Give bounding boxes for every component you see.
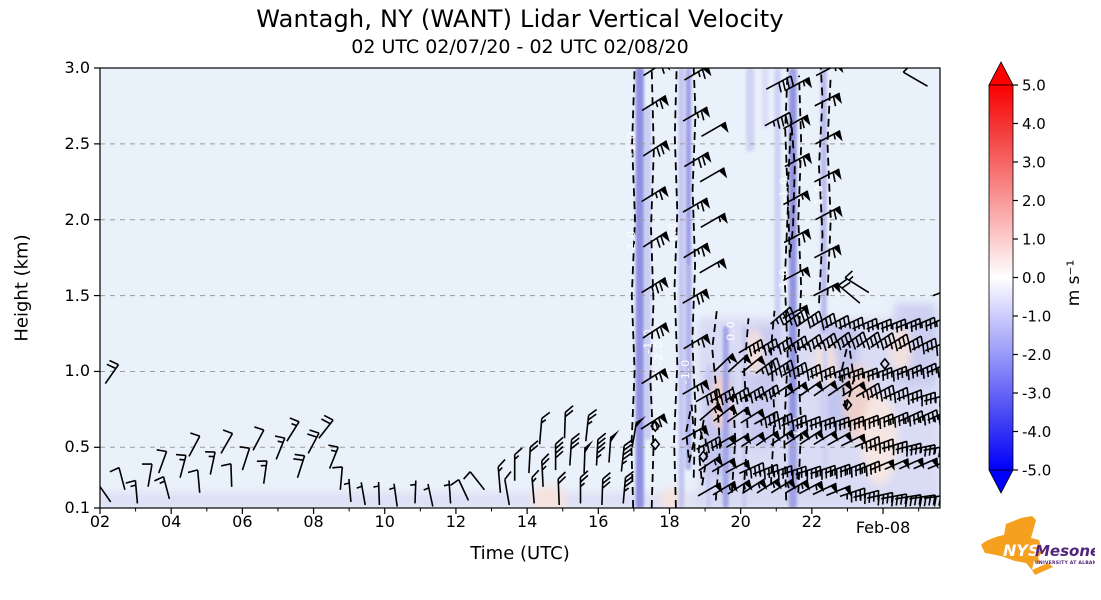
contour-label: -2.0 [625, 230, 638, 255]
logo-mesonet-text: Mesonet [1035, 542, 1095, 560]
colorbar-tick-label: 4.0 [1022, 115, 1046, 133]
contour-label: -1.0 [778, 177, 791, 202]
x-tick-label: Feb-08 [855, 518, 911, 537]
colorbar-tick-label: 5.0 [1022, 77, 1046, 95]
x-axis-label: Time (UTC) [470, 543, 570, 564]
x-tick-label: 14 [516, 512, 538, 531]
x-tick-label: 20 [730, 512, 751, 531]
colorbar: 5.0 4.0 3.0 2.0 1.0 0.0 -1.0 -2.0 -3.0 -4.0 -5.0 [988, 61, 1051, 494]
plot-area: -1.0-2.0-1.0-2.0-1.0-1.00.0-1.0-1.0 -1.0-… [100, 68, 940, 508]
colorbar-tick-label: -3.0 [1022, 385, 1051, 403]
colorbar-tick-label: 3.0 [1022, 154, 1046, 172]
ny-state-shape [981, 516, 1053, 575]
contour-label: -1.0 [813, 184, 826, 209]
colorbar-tick-label: 1.0 [1022, 231, 1046, 249]
y-tick-label: 1.5 [64, 285, 90, 305]
x-tick-label: 22 [801, 512, 823, 531]
x-tick-label: 02 [89, 512, 111, 531]
colorbar-tick-label: -2.0 [1022, 346, 1051, 364]
logo-nys-text: NYS [1003, 541, 1040, 560]
velocity-fill-soft [100, 303, 940, 508]
colorbar-gradient [988, 84, 1014, 471]
x-tick-label: 18 [659, 512, 680, 531]
contour-label: 0.0 [724, 320, 737, 341]
colorbar-tick-label: -4.0 [1022, 423, 1051, 441]
y-tick-label: 0.1 [64, 498, 90, 517]
contour-label: -1.0 [625, 131, 638, 156]
y-tick-label: 1.0 [64, 361, 90, 381]
contour-label: -1.0 [679, 359, 692, 384]
colorbar-tick-label: 0.0 [1022, 269, 1046, 287]
colorbar-arrow-up [988, 61, 1014, 86]
x-tick-label: 06 [232, 512, 253, 531]
colorbar-tick-label: -5.0 [1022, 462, 1051, 480]
chart-title: Wantagh, NY (WANT) Lidar Vertical Veloci… [256, 5, 784, 33]
colorbar-tick-label: 2.0 [1022, 192, 1046, 210]
y-tick-label: 2.5 [64, 133, 90, 153]
contour-label: -1.0 [667, 222, 680, 247]
x-tick-label: 12 [445, 512, 467, 531]
x-tick-label: 10 [374, 512, 395, 531]
colorbar-arrow-down [988, 469, 1014, 494]
contour-label: -2.0 [652, 341, 665, 366]
y-tick-label: 3.0 [64, 58, 90, 77]
nys-mesonet-logo: NYS Mesonet UNIVERSITY AT ALBANY [981, 516, 1095, 575]
x-tick-label: 04 [160, 512, 182, 531]
y-tick-label: 2.0 [64, 209, 90, 229]
x-tick-label: 08 [303, 512, 324, 531]
colorbar-tick-label: -1.0 [1022, 308, 1051, 326]
y-tick-label: 0.5 [64, 437, 90, 457]
x-tick-label: 16 [588, 512, 609, 531]
colorbar-unit-label: m s⁻¹ [1064, 259, 1084, 307]
y-axis-label: Height (km) [11, 234, 33, 342]
logo-university-text: UNIVERSITY AT ALBANY [1035, 560, 1095, 566]
chart-subtitle: 02 UTC 02/07/20 - 02 UTC 02/08/20 [351, 36, 689, 58]
